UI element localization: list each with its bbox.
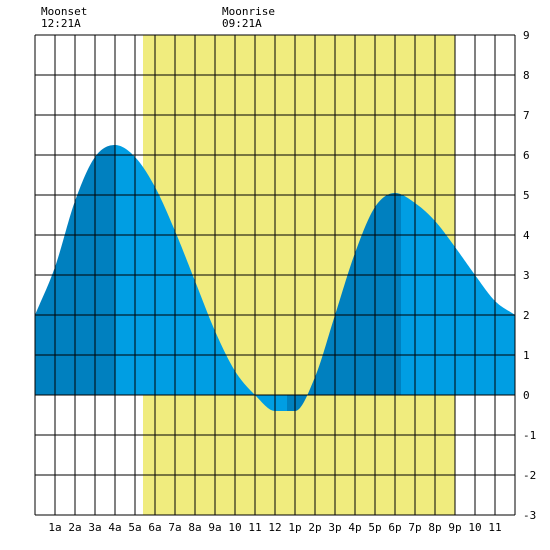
x-tick-label: 11 [248,521,261,534]
x-tick-label: 5p [368,521,381,534]
y-tick-label: 6 [523,149,530,162]
x-tick-label: 6a [148,521,161,534]
tide-area-segment [287,193,401,411]
x-tick-label: 5a [128,521,141,534]
x-tick-label: 4a [108,521,121,534]
x-tick-label: 10 [228,521,241,534]
y-tick-label: 5 [523,189,530,202]
x-tick-label: 7a [168,521,181,534]
y-tick-label: 7 [523,109,530,122]
x-tick-label: 3p [328,521,341,534]
y-tick-label: -2 [523,469,536,482]
moonrise-label: Moonrise 09:21A [222,6,275,30]
y-tick-label: -3 [523,509,536,522]
x-tick-label: 9p [448,521,461,534]
x-tick-label: 10 [468,521,481,534]
x-tick-label: 1a [48,521,61,534]
x-tick-label: 9a [208,521,221,534]
x-tick-label: 8a [188,521,201,534]
y-tick-label: 1 [523,349,530,362]
x-tick-label: 12 [268,521,281,534]
x-tick-label: 4p [348,521,361,534]
y-tick-label: 9 [523,29,530,42]
moonrise-title: Moonrise [222,5,275,18]
x-tick-label: 7p [408,521,421,534]
x-tick-label: 11 [488,521,501,534]
moonrise-time: 09:21A [222,17,262,30]
x-tick-label: 6p [388,521,401,534]
y-tick-label: 0 [523,389,530,402]
y-tick-label: 2 [523,309,530,322]
y-tick-label: 3 [523,269,530,282]
moonset-time: 12:21A [41,17,81,30]
x-tick-label: 2a [68,521,81,534]
y-tick-label: 8 [523,69,530,82]
moonset-label: Moonset 12:21A [41,6,87,30]
x-tick-label: 2p [308,521,321,534]
tide-area-segment [115,145,287,411]
y-tick-label: 4 [523,229,530,242]
x-tick-label: 8p [428,521,441,534]
x-tick-label: 3a [88,521,101,534]
tide-area-segment [401,194,515,395]
x-tick-label: 1p [288,521,301,534]
y-tick-label: -1 [523,429,536,442]
moonset-title: Moonset [41,5,88,18]
